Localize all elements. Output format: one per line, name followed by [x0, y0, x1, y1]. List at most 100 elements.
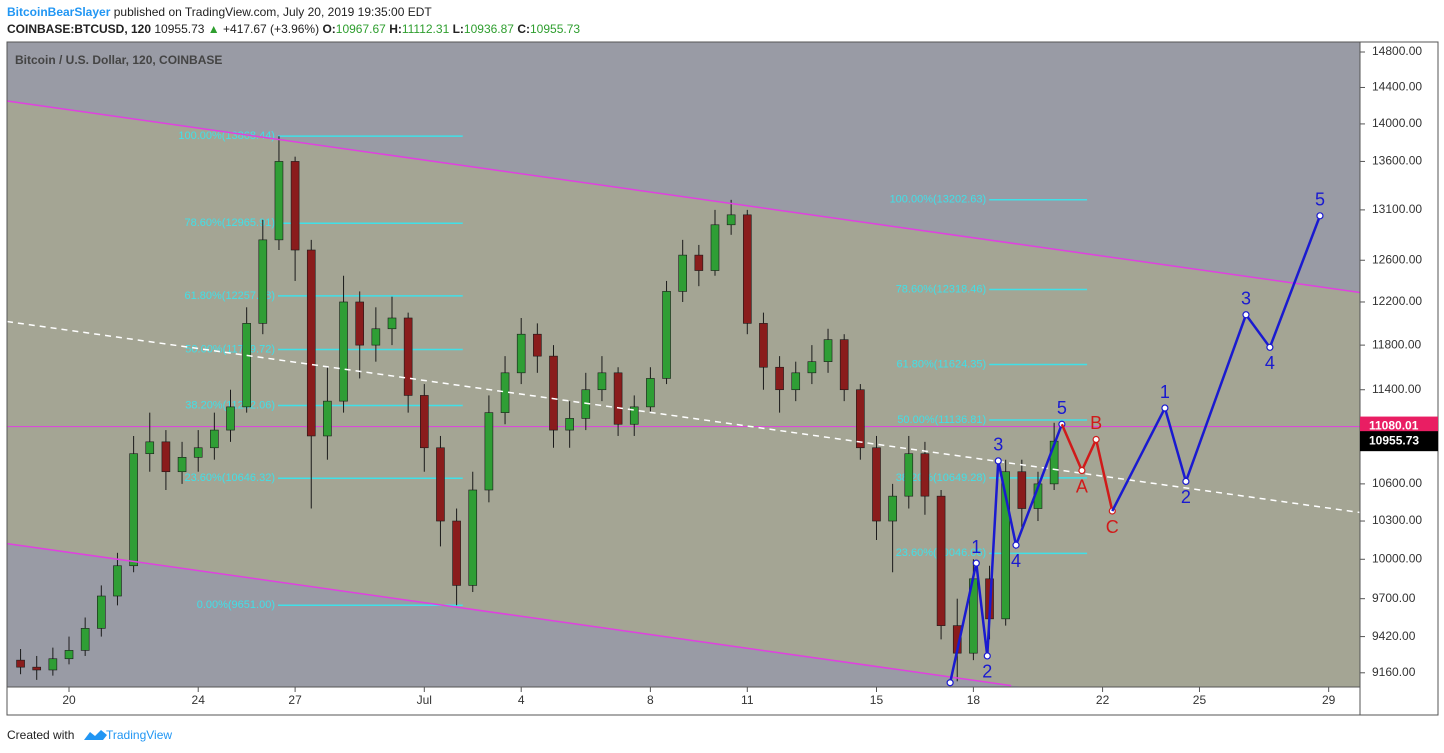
wave-point — [1316, 212, 1324, 220]
candle-body — [597, 372, 607, 391]
x-tick-label: 8 — [647, 693, 654, 707]
candle-body — [145, 441, 155, 455]
fib-label: 0.00%(9651.00) — [197, 599, 275, 611]
wave-label: 4 — [1011, 551, 1021, 571]
candle-body — [113, 565, 122, 597]
candle-body — [16, 659, 25, 668]
x-tick-label: 27 — [288, 693, 302, 707]
candle-body — [80, 628, 90, 651]
wave-line — [1060, 423, 1114, 512]
candle-body — [242, 323, 251, 408]
l-label: L: — [452, 22, 464, 36]
c: 10955.73 — [530, 22, 581, 36]
y-tick-label: 10300.00 — [1372, 513, 1422, 527]
arrow: ▲ — [207, 22, 220, 36]
price-tag-label: 11080.01 — [1369, 419, 1419, 433]
published: published on TradingView.com, July 20, 2… — [113, 5, 432, 19]
candle-body — [516, 333, 526, 374]
candle-body — [920, 453, 930, 497]
candle-body — [500, 372, 510, 413]
h-label: H: — [389, 22, 402, 36]
candle-body — [775, 366, 784, 391]
y-tick-label: 10600.00 — [1372, 476, 1422, 490]
candle-body — [226, 406, 235, 431]
candle-body — [565, 418, 574, 431]
candle-body — [177, 457, 187, 473]
candle-body — [274, 161, 284, 241]
candle-body — [371, 328, 381, 346]
wave-point — [1242, 311, 1250, 319]
x-tick-label: 11 — [741, 693, 754, 707]
wave-label: 2 — [1181, 487, 1191, 507]
x-tick-label: 4 — [518, 693, 525, 707]
l: 10936.87 — [463, 22, 514, 36]
wave-line — [1111, 215, 1322, 512]
wave-label: B — [1090, 413, 1102, 433]
candle-body — [533, 333, 542, 357]
candle-body — [823, 339, 833, 362]
wave-label: 5 — [1315, 190, 1325, 210]
h: 11112.31 — [401, 22, 450, 36]
fib-label: 78.60%(12965.91) — [184, 217, 275, 229]
candle-body — [678, 254, 687, 292]
fib-label: 38.20%(10649.28) — [896, 472, 987, 484]
candle-body — [759, 323, 768, 368]
x-tick-label: 29 — [1322, 693, 1336, 707]
candle-body — [161, 441, 171, 473]
y-tick-label: 14800.00 — [1372, 44, 1422, 58]
candle-body — [613, 372, 623, 425]
candle-body — [48, 658, 58, 671]
x-tick-label: 20 — [62, 693, 76, 707]
y-tick-label: 12200.00 — [1372, 294, 1422, 308]
wave-label: A — [1076, 476, 1088, 496]
candle-body — [420, 395, 429, 449]
x-tick-label: Jul — [417, 693, 432, 707]
channel-upper — [6, 100, 1361, 294]
fib-label: 61.80%(12257.38) — [184, 290, 275, 302]
o: 10967.67 — [335, 22, 386, 36]
wave-point — [1161, 404, 1169, 412]
logo — [84, 730, 107, 740]
fib-label: 23.60%(10646.32) — [184, 472, 275, 484]
candle-body — [646, 378, 655, 408]
candle-body — [904, 453, 914, 497]
header-line: BitcoinBearSlayer published on TradingVi… — [7, 5, 432, 19]
fib-label: 100.00%(13868.44) — [178, 130, 275, 142]
wave-point — [946, 679, 954, 687]
fib-label: 78.60%(12318.46) — [896, 283, 987, 295]
candle-body — [629, 406, 639, 425]
wave-point — [1012, 541, 1020, 549]
candle-body — [1017, 471, 1027, 509]
footer-created: Created with — [7, 728, 74, 742]
wave-label: 3 — [993, 435, 1003, 455]
chart-title: Bitcoin / U.S. Dollar, 120, COINBASE — [15, 53, 222, 67]
candle-body — [387, 317, 397, 330]
channel-fill — [7, 101, 1360, 688]
x-tick-label: 22 — [1096, 693, 1110, 707]
footer-brand[interactable]: TradingView — [106, 728, 172, 742]
wave-label: 1 — [1160, 382, 1170, 402]
candle-body — [856, 389, 865, 449]
y-tick-label: 14400.00 — [1372, 80, 1422, 94]
symbol-line: COINBASE:BTCUSD, 120 10955.73 ▲ +417.67 … — [7, 22, 580, 36]
price: 10955.73 — [154, 22, 205, 36]
candle-body — [484, 412, 494, 491]
wave-point — [1078, 466, 1086, 475]
wave-point — [1182, 477, 1190, 486]
candle-body — [323, 400, 332, 437]
candle-body — [355, 301, 365, 346]
y-tick-label: 12600.00 — [1372, 252, 1422, 266]
y-tick-label: 10000.00 — [1372, 551, 1422, 565]
candle-body — [936, 495, 946, 626]
wave-label: 2 — [982, 662, 992, 682]
last-price-tag — [1360, 431, 1438, 452]
author[interactable]: BitcoinBearSlayer — [7, 5, 111, 19]
y-tick-label: 11400.00 — [1372, 382, 1421, 396]
wave-label: 5 — [1057, 398, 1067, 418]
candle-body — [791, 372, 801, 391]
wave-point — [983, 652, 991, 660]
y-tick-label: 14000.00 — [1372, 116, 1422, 130]
candle-body — [339, 301, 348, 402]
y-tick-label: 13600.00 — [1372, 154, 1422, 168]
